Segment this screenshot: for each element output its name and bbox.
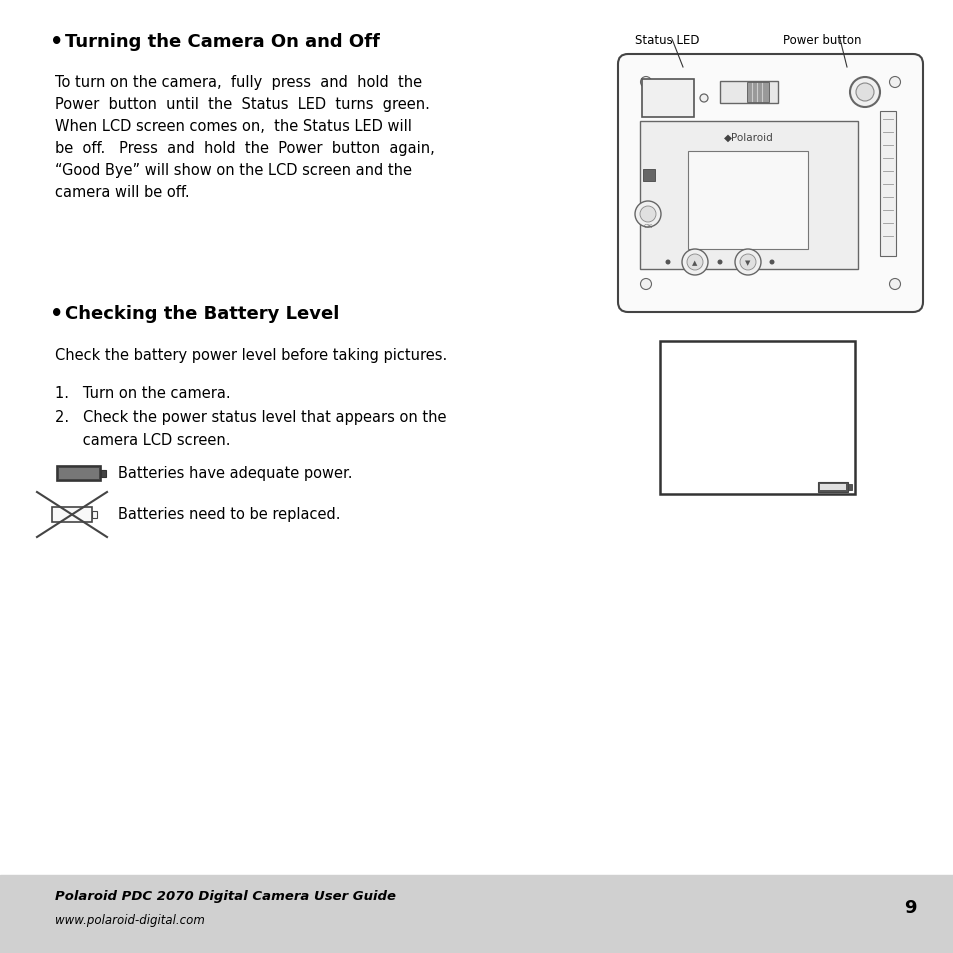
Text: Check the battery power level before taking pictures.: Check the battery power level before tak… — [55, 348, 447, 363]
Bar — [720, 82, 778, 104]
Bar — [659, 341, 854, 495]
Bar — [687, 152, 807, 250]
Text: be  off.   Press  and  hold  the  Power  button  again,: be off. Press and hold the Power button … — [55, 141, 435, 156]
Circle shape — [888, 77, 900, 89]
Bar — [817, 482, 847, 493]
Circle shape — [681, 250, 707, 275]
Bar — [746, 83, 768, 103]
FancyBboxPatch shape — [618, 55, 923, 313]
Text: •: • — [50, 304, 63, 324]
Text: When LCD screen comes on,  the Status LED will: When LCD screen comes on, the Status LED… — [55, 119, 412, 133]
Circle shape — [686, 254, 702, 271]
FancyBboxPatch shape — [57, 467, 101, 481]
Bar — [101, 471, 106, 477]
Text: camera LCD screen.: camera LCD screen. — [55, 433, 231, 448]
Bar — [91, 512, 97, 518]
Text: To turn on the camera,  fully  press  and  hold  the: To turn on the camera, fully press and h… — [55, 75, 421, 90]
Text: Power  button  until  the  Status  LED  turns  green.: Power button until the Status LED turns … — [55, 97, 430, 112]
Bar — [879, 112, 895, 256]
Text: “Good Bye” will show on the LCD screen and the: “Good Bye” will show on the LCD screen a… — [55, 163, 412, 178]
Circle shape — [769, 260, 774, 265]
Circle shape — [639, 77, 651, 89]
Text: ▼: ▼ — [744, 260, 750, 266]
Circle shape — [849, 78, 879, 108]
Text: Status LED: Status LED — [635, 33, 699, 47]
Circle shape — [700, 95, 707, 103]
Circle shape — [635, 202, 660, 228]
Text: Turning the Camera On and Off: Turning the Camera On and Off — [65, 33, 379, 51]
Circle shape — [855, 84, 873, 102]
Circle shape — [734, 250, 760, 275]
Text: Batteries have adequate power.: Batteries have adequate power. — [118, 466, 352, 481]
Text: OK: OK — [642, 223, 652, 229]
Text: 9: 9 — [902, 898, 915, 916]
Text: camera will be off.: camera will be off. — [55, 185, 190, 200]
Bar — [59, 469, 99, 479]
Text: 2.   Check the power status level that appears on the: 2. Check the power status level that app… — [55, 410, 446, 424]
Bar — [639, 122, 857, 270]
Text: ▲: ▲ — [692, 260, 697, 266]
Bar — [641, 80, 693, 118]
Bar — [0, 875, 953, 953]
Text: 1.   Turn on the camera.: 1. Turn on the camera. — [55, 386, 231, 400]
Circle shape — [639, 279, 651, 291]
Text: Power button: Power button — [782, 33, 861, 47]
Circle shape — [888, 279, 900, 291]
Bar — [52, 507, 91, 522]
Text: Checking the Battery Level: Checking the Battery Level — [65, 305, 339, 323]
Circle shape — [639, 207, 656, 223]
Circle shape — [740, 254, 755, 271]
Text: ◆Polaroid: ◆Polaroid — [723, 132, 773, 143]
Text: Batteries need to be replaced.: Batteries need to be replaced. — [118, 507, 340, 522]
Text: •: • — [50, 32, 63, 52]
Text: Polaroid PDC 2070 Digital Camera User Guide: Polaroid PDC 2070 Digital Camera User Gu… — [55, 889, 395, 902]
Bar — [847, 484, 851, 491]
Bar — [642, 170, 655, 182]
Text: www.polaroid-digital.com: www.polaroid-digital.com — [55, 914, 205, 926]
Circle shape — [665, 260, 670, 265]
Circle shape — [717, 260, 721, 265]
Bar — [820, 484, 845, 491]
